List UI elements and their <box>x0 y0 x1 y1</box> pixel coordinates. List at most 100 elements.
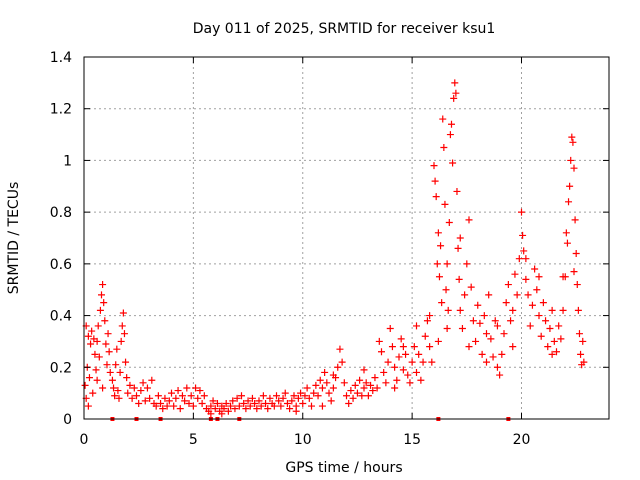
data-point <box>176 405 184 413</box>
data-point <box>443 325 451 332</box>
data-point <box>487 335 495 343</box>
y-tick-label: 1 <box>63 153 72 169</box>
data-point <box>235 402 243 410</box>
data-point <box>207 410 215 418</box>
data-point <box>114 387 122 395</box>
data-point <box>334 363 342 371</box>
data-point <box>548 306 556 314</box>
y-tick-label: 0.4 <box>50 309 72 325</box>
data-point <box>463 260 471 268</box>
data-point <box>84 402 92 410</box>
data-point <box>358 392 366 400</box>
data-point <box>292 407 300 415</box>
data-point <box>211 405 219 413</box>
data-point <box>181 397 189 405</box>
data-point <box>345 399 353 407</box>
data-point <box>533 286 541 294</box>
data-point <box>152 402 160 410</box>
data-point <box>248 394 256 402</box>
data-point <box>172 394 180 402</box>
data-point <box>224 407 232 415</box>
data-point <box>168 389 175 397</box>
data-point <box>233 394 241 402</box>
grid-lines <box>84 57 609 419</box>
data-point <box>321 368 329 376</box>
data-point <box>513 291 521 299</box>
data-point <box>413 322 420 330</box>
data-point <box>465 216 473 224</box>
data-point <box>92 366 100 374</box>
data-point <box>124 389 132 397</box>
data-point <box>273 392 280 400</box>
data-point <box>426 343 434 351</box>
data-point <box>170 402 178 410</box>
data-point <box>431 177 439 185</box>
data-point <box>294 394 302 402</box>
data-point <box>231 405 239 413</box>
x-axis-label: GPS time / hours <box>285 460 402 476</box>
data-point <box>524 291 532 299</box>
data-point <box>115 394 123 402</box>
data-point <box>515 255 523 263</box>
data-point <box>476 319 484 327</box>
data-point <box>555 322 563 330</box>
data-point <box>493 322 501 330</box>
data-point <box>290 392 298 400</box>
data-point <box>445 218 453 226</box>
data-point <box>106 368 114 376</box>
data-point <box>297 389 305 397</box>
data-point <box>117 337 125 345</box>
data-point <box>373 384 381 392</box>
data-point <box>483 330 490 338</box>
y-tick-label: 0.2 <box>50 360 72 376</box>
data-point <box>511 270 519 278</box>
data-point <box>88 327 96 335</box>
data-point <box>382 379 390 387</box>
data-point <box>557 335 565 343</box>
data-point <box>349 394 357 402</box>
data-point <box>360 384 368 392</box>
data-point <box>89 389 97 397</box>
data-point <box>519 231 527 239</box>
data-point <box>277 402 285 410</box>
data-point <box>577 350 585 358</box>
data-point <box>509 306 517 314</box>
data-point <box>270 402 278 410</box>
data-point <box>85 374 93 382</box>
data-point <box>189 402 197 410</box>
data-point <box>520 247 528 255</box>
data-point <box>343 392 350 400</box>
data-point <box>95 353 103 361</box>
data-point <box>546 325 554 332</box>
data-point <box>432 193 440 201</box>
data-point <box>570 164 578 172</box>
data-point <box>364 392 372 400</box>
data-point <box>299 399 307 407</box>
data-point <box>137 387 145 395</box>
data-point <box>535 312 543 320</box>
y-tick-label: 0.8 <box>50 205 72 221</box>
data-point <box>200 392 208 400</box>
data-point <box>128 394 136 402</box>
data-point <box>163 402 171 410</box>
data-point <box>518 208 525 216</box>
data-point <box>419 358 427 366</box>
data-point <box>553 348 560 356</box>
data-point <box>430 162 438 170</box>
data-point <box>458 325 466 332</box>
data-point <box>375 337 383 345</box>
data-point <box>351 381 359 389</box>
data-point <box>480 312 488 320</box>
data-point <box>327 397 335 405</box>
data-point <box>461 291 469 299</box>
data-point <box>340 379 348 387</box>
data-point <box>257 402 265 410</box>
data-point <box>489 353 497 361</box>
data-point <box>491 317 499 325</box>
data-point <box>119 309 127 317</box>
data-point <box>130 384 138 392</box>
data-point <box>325 389 333 397</box>
data-point <box>102 340 110 348</box>
data-point <box>528 301 536 309</box>
data-point <box>227 402 235 410</box>
